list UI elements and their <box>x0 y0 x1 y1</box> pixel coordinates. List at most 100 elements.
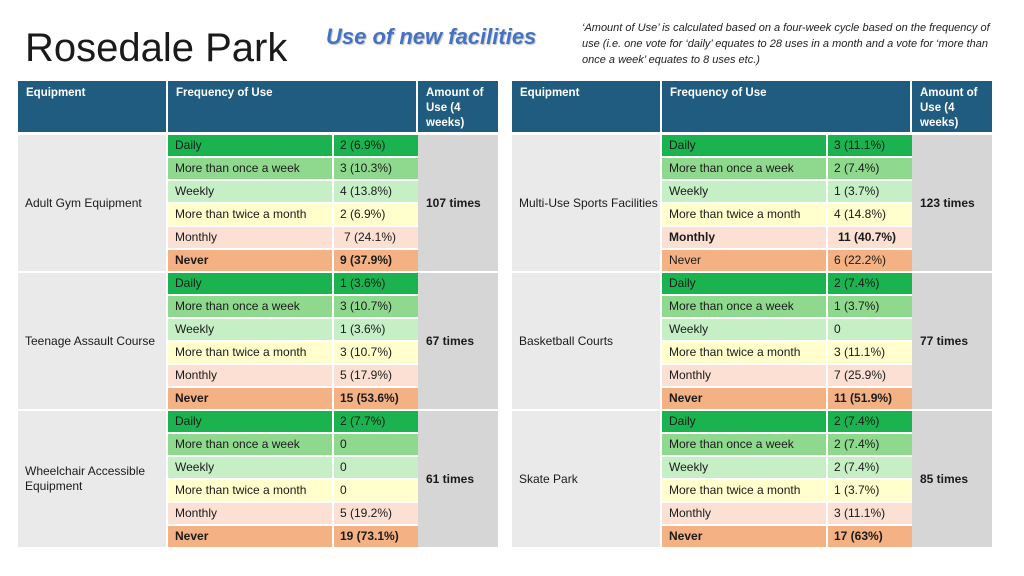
frequency-label: More than twice a month <box>168 342 332 363</box>
amount-of-use: 107 times <box>418 135 498 271</box>
frequency-row: Never 11 (51.9%) <box>662 388 912 409</box>
frequency-label: Weekly <box>168 181 332 202</box>
equipment-name: Teenage Assault Course <box>18 273 166 409</box>
frequency-count: 17 (63%) <box>828 526 912 547</box>
frequency-label: Daily <box>168 135 332 156</box>
frequency-row: More than once a week 3 (10.7%) <box>168 296 418 317</box>
frequency-count: 0 <box>828 319 912 340</box>
frequency-label: Weekly <box>168 319 332 340</box>
frequency-count: 2 (7.4%) <box>828 434 912 455</box>
frequency-count: 2 (7.4%) <box>828 457 912 478</box>
frequency-row: More than twice a month 2 (6.9%) <box>168 204 418 225</box>
frequency-count: 2 (7.4%) <box>828 411 912 432</box>
frequency-count: 3 (10.3%) <box>334 158 418 179</box>
frequency-label: Weekly <box>662 457 826 478</box>
frequency-label: Weekly <box>662 181 826 202</box>
frequency-label: More than once a week <box>168 296 332 317</box>
frequency-row: Never 17 (63%) <box>662 526 912 547</box>
frequency-row: Weekly 0 <box>662 319 912 340</box>
frequency-label: More than twice a month <box>662 204 826 225</box>
frequency-row: Daily 2 (6.9%) <box>168 135 418 156</box>
frequency-row: Weekly 4 (13.8%) <box>168 181 418 202</box>
frequency-row: More than once a week 0 <box>168 434 418 455</box>
frequency-count: 9 (37.9%) <box>334 250 418 271</box>
frequency-row: More than twice a month 0 <box>168 480 418 501</box>
equipment-name: Multi-Use Sports Facilities <box>512 135 660 271</box>
equipment-name: Wheelchair Accessible Equipment <box>18 411 166 547</box>
frequency-label: Weekly <box>662 319 826 340</box>
frequency-count: 1 (3.6%) <box>334 273 418 294</box>
frequency-row: More than once a week 3 (10.3%) <box>168 158 418 179</box>
frequency-count: 2 (7.7%) <box>334 411 418 432</box>
frequency-label: More than once a week <box>662 158 826 179</box>
header-frequency: Frequency of Use <box>168 81 416 132</box>
frequency-count: 1 (3.7%) <box>828 296 912 317</box>
equipment-name: Basketball Courts <box>512 273 660 409</box>
frequency-label: Never <box>662 526 826 547</box>
frequency-row: Weekly 1 (3.7%) <box>662 181 912 202</box>
header-equipment: Equipment <box>18 81 166 132</box>
frequency-label: Never <box>168 388 332 409</box>
header-amount: Amount of Use (4 weeks) <box>418 81 498 132</box>
frequency-label: Monthly <box>168 365 332 386</box>
frequency-row: Never 15 (53.6%) <box>168 388 418 409</box>
frequency-row: Daily 2 (7.4%) <box>662 411 912 432</box>
frequency-row: Monthly 5 (17.9%) <box>168 365 418 386</box>
calculation-note: ‘Amount of Use’ is calculated based on a… <box>582 22 990 66</box>
frequency-label: Monthly <box>662 503 826 524</box>
equipment-name: Skate Park <box>512 411 660 547</box>
frequency-count: 7 (24.1%) <box>334 227 418 248</box>
frequency-label: Never <box>168 250 332 271</box>
frequency-count: 1 (3.6%) <box>334 319 418 340</box>
amount-of-use: 67 times <box>418 273 498 409</box>
frequency-label: More than once a week <box>662 434 826 455</box>
amount-of-use: 61 times <box>418 411 498 547</box>
amount-of-use: 77 times <box>912 273 992 409</box>
frequency-row: Never 9 (37.9%) <box>168 250 418 271</box>
frequency-label: Daily <box>168 411 332 432</box>
frequency-count: 15 (53.6%) <box>334 388 418 409</box>
frequency-count: 3 (10.7%) <box>334 296 418 317</box>
frequency-label: Monthly <box>662 227 826 248</box>
frequency-row: Daily 1 (3.6%) <box>168 273 418 294</box>
frequency-label: More than twice a month <box>662 480 826 501</box>
frequency-label: Daily <box>662 135 826 156</box>
amount-of-use: 85 times <box>912 411 992 547</box>
page-title: Rosedale Park <box>25 26 288 70</box>
frequency-label: Never <box>662 250 826 271</box>
frequency-row: Never 19 (73.1%) <box>168 526 418 547</box>
frequency-row: Monthly 11 (40.7%) <box>662 227 912 248</box>
frequency-count: 19 (73.1%) <box>334 526 418 547</box>
frequency-label: Monthly <box>662 365 826 386</box>
frequency-label: Never <box>168 526 332 547</box>
frequency-label: Daily <box>168 273 332 294</box>
frequency-label: Daily <box>662 411 826 432</box>
frequency-label: More than once a week <box>168 158 332 179</box>
frequency-label: Never <box>662 388 826 409</box>
frequency-count: 1 (3.7%) <box>828 181 912 202</box>
frequency-row: More than once a week 2 (7.4%) <box>662 158 912 179</box>
frequency-count: 11 (40.7%) <box>828 227 912 248</box>
frequency-count: 7 (25.9%) <box>828 365 912 386</box>
frequency-count: 2 (6.9%) <box>334 204 418 225</box>
frequency-count: 0 <box>334 457 418 478</box>
frequency-row: More than twice a month 4 (14.8%) <box>662 204 912 225</box>
header-amount: Amount of Use (4 weeks) <box>912 81 992 132</box>
frequency-label: More than once a week <box>662 296 826 317</box>
frequency-row: More than twice a month 3 (11.1%) <box>662 342 912 363</box>
frequency-count: 5 (17.9%) <box>334 365 418 386</box>
frequency-row: Weekly 2 (7.4%) <box>662 457 912 478</box>
frequency-row: Daily 2 (7.7%) <box>168 411 418 432</box>
frequency-label: Daily <box>662 273 826 294</box>
frequency-count: 2 (7.4%) <box>828 273 912 294</box>
frequency-row: Daily 3 (11.1%) <box>662 135 912 156</box>
frequency-row: Monthly 7 (25.9%) <box>662 365 912 386</box>
frequency-row: More than twice a month 1 (3.7%) <box>662 480 912 501</box>
frequency-row: More than once a week 1 (3.7%) <box>662 296 912 317</box>
frequency-row: More than once a week 2 (7.4%) <box>662 434 912 455</box>
frequency-label: More than once a week <box>168 434 332 455</box>
frequency-label: Monthly <box>168 227 332 248</box>
frequency-count: 6 (22.2%) <box>828 250 912 271</box>
frequency-row: Weekly 1 (3.6%) <box>168 319 418 340</box>
frequency-count: 4 (13.8%) <box>334 181 418 202</box>
